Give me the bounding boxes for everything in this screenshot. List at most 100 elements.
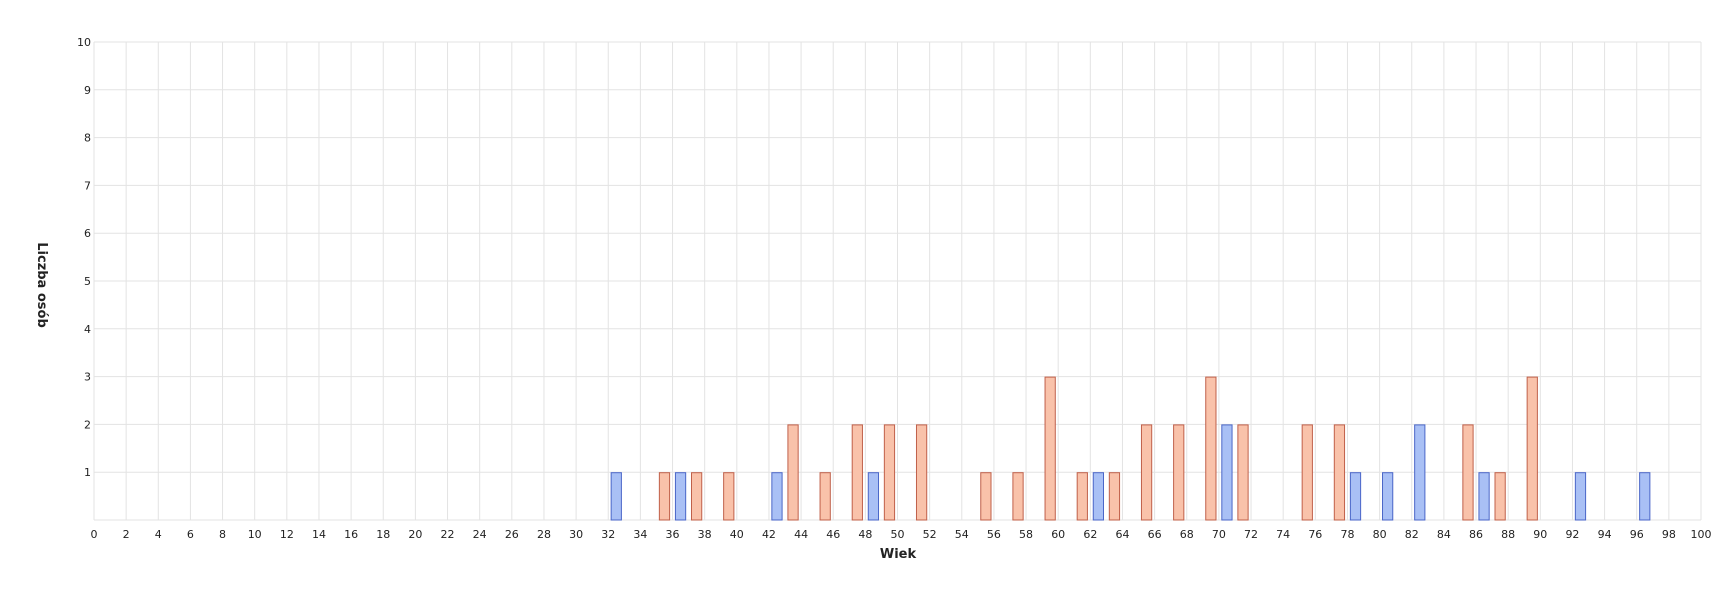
- x-tick-label: 94: [1598, 528, 1612, 541]
- bars: [611, 377, 1650, 520]
- bar-series-1: [1302, 425, 1312, 520]
- x-tick-label: 12: [280, 528, 294, 541]
- x-tick-label: 34: [633, 528, 647, 541]
- x-tick-label: 96: [1630, 528, 1644, 541]
- x-tick-label: 28: [537, 528, 551, 541]
- x-tick-label: 30: [569, 528, 583, 541]
- x-tick-label: 90: [1533, 528, 1547, 541]
- x-tick-label: 98: [1662, 528, 1676, 541]
- bar-series-1: [788, 425, 798, 520]
- x-tick-label: 8: [219, 528, 226, 541]
- x-tick-label: 24: [473, 528, 487, 541]
- bar-series-1: [1206, 377, 1216, 520]
- bar-series-1: [1463, 425, 1473, 520]
- x-tick-label: 22: [441, 528, 455, 541]
- bar-series-1: [1045, 377, 1055, 520]
- bar-series-1: [1334, 425, 1344, 520]
- x-tick-label: 58: [1019, 528, 1033, 541]
- y-tick-label: 10: [77, 36, 91, 49]
- bar-series-1: [692, 473, 702, 520]
- bar-series-1: [820, 473, 830, 520]
- bar-series-1: [1109, 473, 1119, 520]
- bar-series-1: [659, 473, 669, 520]
- x-tick-label: 84: [1437, 528, 1451, 541]
- y-tick-label: 4: [84, 323, 91, 336]
- grid-lines: [94, 42, 1701, 520]
- x-tick-label: 92: [1565, 528, 1579, 541]
- x-tick-label: 62: [1083, 528, 1097, 541]
- bar-series-0: [772, 473, 782, 520]
- bar-series-1: [724, 473, 734, 520]
- y-axis-title: Liczba osób: [34, 242, 49, 328]
- x-tick-label: 72: [1244, 528, 1258, 541]
- x-axis-title: Wiek: [880, 547, 917, 562]
- y-tick-label: 3: [84, 371, 91, 384]
- bar-series-1: [1141, 425, 1151, 520]
- bar-series-1: [981, 473, 991, 520]
- x-tick-label: 38: [698, 528, 712, 541]
- x-tick-label: 26: [505, 528, 519, 541]
- x-tick-label: 64: [1115, 528, 1129, 541]
- bar-series-0: [1383, 473, 1393, 520]
- x-tick-label: 52: [923, 528, 937, 541]
- x-tick-label: 42: [762, 528, 776, 541]
- x-tick-label: 82: [1405, 528, 1419, 541]
- y-tick-label: 9: [84, 84, 91, 97]
- x-tick-label: 48: [858, 528, 872, 541]
- x-tick-label: 20: [408, 528, 422, 541]
- x-tick-label: 36: [666, 528, 680, 541]
- x-tick-label: 76: [1308, 528, 1322, 541]
- bar-series-1: [1013, 473, 1023, 520]
- x-tick-label: 54: [955, 528, 969, 541]
- x-tick-label: 88: [1501, 528, 1515, 541]
- bar-series-0: [1415, 425, 1425, 520]
- y-tick-label: 6: [84, 227, 91, 240]
- bar-series-1: [1495, 473, 1505, 520]
- bar-series-0: [611, 473, 621, 520]
- y-tick-label: 5: [84, 275, 91, 288]
- x-tick-label: 46: [826, 528, 840, 541]
- x-tick-label: 50: [891, 528, 905, 541]
- bar-series-1: [1527, 377, 1537, 520]
- y-tick-label: 8: [84, 132, 91, 145]
- y-tick-label: 7: [84, 179, 91, 192]
- bar-series-0: [1093, 473, 1103, 520]
- bar-series-0: [1575, 473, 1585, 520]
- bar-series-1: [1238, 425, 1248, 520]
- x-tick-label: 56: [987, 528, 1001, 541]
- x-tick-label: 18: [376, 528, 390, 541]
- bar-series-0: [675, 473, 685, 520]
- x-tick-label: 70: [1212, 528, 1226, 541]
- x-tick-label: 80: [1373, 528, 1387, 541]
- bar-series-0: [868, 473, 878, 520]
- y-tick-label: 2: [84, 418, 91, 431]
- bar-series-1: [884, 425, 894, 520]
- x-tick-label: 74: [1276, 528, 1290, 541]
- x-tick-label: 44: [794, 528, 808, 541]
- x-tick-label: 14: [312, 528, 326, 541]
- bar-series-0: [1640, 473, 1650, 520]
- x-tick-label: 68: [1180, 528, 1194, 541]
- x-tick-label: 6: [187, 528, 194, 541]
- bar-series-1: [1077, 473, 1087, 520]
- bar-series-0: [1479, 473, 1489, 520]
- x-tick-label: 16: [344, 528, 358, 541]
- x-tick-label: 86: [1469, 528, 1483, 541]
- bar-series-1: [916, 425, 926, 520]
- x-tick-label: 2: [123, 528, 130, 541]
- y-tick-label: 1: [84, 466, 91, 479]
- x-tick-label: 100: [1691, 528, 1712, 541]
- x-tick-label: 32: [601, 528, 615, 541]
- bar-series-0: [1350, 473, 1360, 520]
- x-tick-label: 4: [155, 528, 162, 541]
- x-tick-label: 78: [1340, 528, 1354, 541]
- x-tick-label: 60: [1051, 528, 1065, 541]
- bar-series-1: [1174, 425, 1184, 520]
- x-tick-label: 40: [730, 528, 744, 541]
- x-tick-label: 0: [91, 528, 98, 541]
- x-tick-label: 66: [1148, 528, 1162, 541]
- bar-series-0: [1222, 425, 1232, 520]
- bar-series-1: [852, 425, 862, 520]
